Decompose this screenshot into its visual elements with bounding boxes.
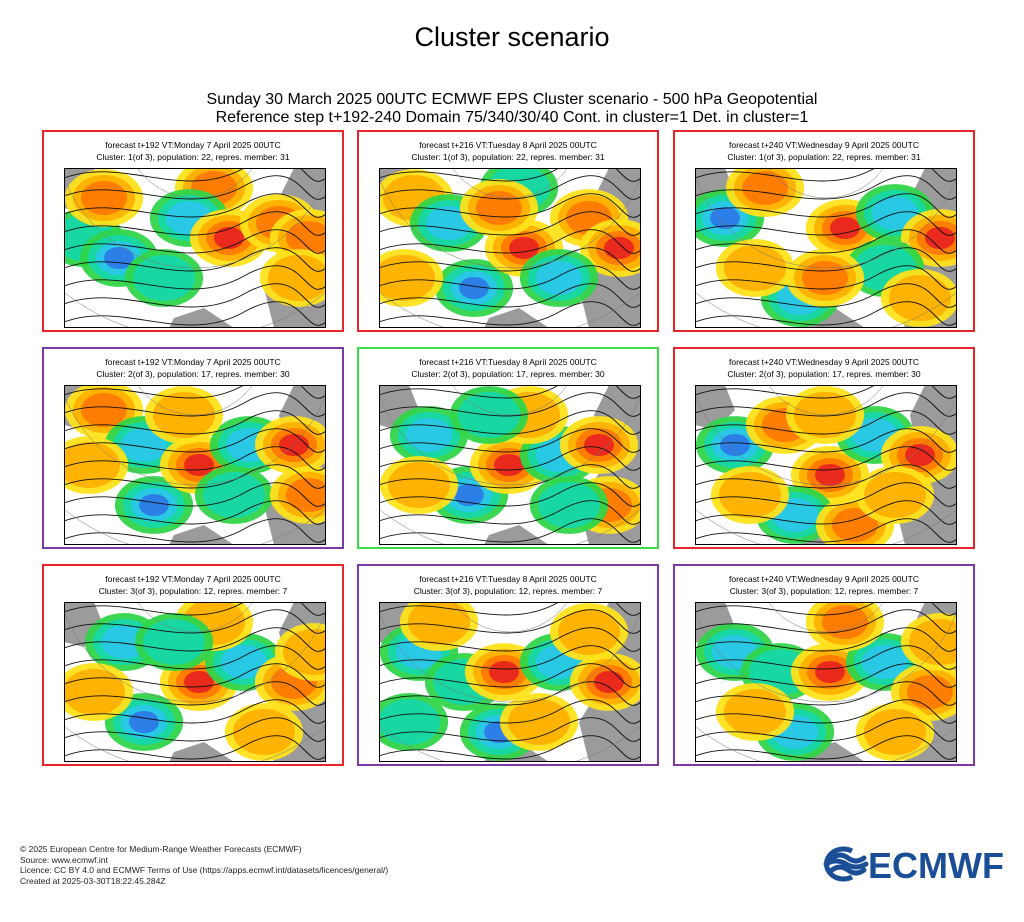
panel-forecast-time: forecast t+192 VT:Monday 7 April 2025 00… [105, 574, 281, 584]
chart-subtitle-line-1: Sunday 30 March 2025 00UTC ECMWF EPS Clu… [206, 91, 818, 108]
copyright-footer: © 2025 European Centre for Medium-Range … [20, 844, 388, 886]
ecmwf-logo: ECMWF [823, 845, 1004, 885]
page-title: Cluster scenario [414, 22, 610, 52]
panel-cluster-info: Cluster: 1(of 3), population: 22, repres… [96, 152, 290, 162]
panel-cluster-info: Cluster: 2(of 3), population: 17, repres… [411, 369, 605, 379]
geopotential-map [695, 168, 957, 328]
panel-forecast-time: forecast t+240 VT:Wednesday 9 April 2025… [728, 140, 920, 150]
geopotential-map [379, 602, 641, 762]
geopotential-map [695, 602, 957, 762]
panel-cluster-info: Cluster: 1(of 3), population: 22, repres… [411, 152, 605, 162]
ecmwf-logo-text: ECMWF [868, 845, 1004, 885]
licence-line: Licence: CC BY 4.0 and ECMWF Terms of Us… [20, 865, 389, 875]
geopotential-map [695, 385, 957, 545]
panel-cluster-info: Cluster: 2(of 3), population: 17, repres… [727, 369, 921, 379]
panel-cluster-info: Cluster: 2(of 3), population: 17, repres… [96, 369, 290, 379]
panel-cluster-info: Cluster: 3(of 3), population: 12, repres… [98, 586, 288, 596]
panel-forecast-time: forecast t+192 VT:Monday 7 April 2025 00… [105, 140, 281, 150]
panel-forecast-time: forecast t+216 VT:Tuesday 8 April 2025 0… [419, 574, 597, 584]
forecast-panel: forecast t+240 VT:Wednesday 9 April 2025… [673, 564, 975, 766]
forecast-panel: forecast t+240 VT:Wednesday 9 April 2025… [673, 130, 975, 332]
geopotential-map [379, 168, 641, 328]
geopotential-map [64, 602, 326, 762]
panel-forecast-time: forecast t+216 VT:Tuesday 8 April 2025 0… [419, 357, 597, 367]
geopotential-map [64, 168, 326, 328]
panel-cluster-info: Cluster: 3(of 3), population: 12, repres… [729, 586, 919, 596]
forecast-panel: forecast t+192 VT:Monday 7 April 2025 00… [42, 130, 344, 332]
forecast-panel: forecast t+216 VT:Tuesday 8 April 2025 0… [357, 564, 659, 766]
chart-subtitle-line-2: Reference step t+192-240 Domain 75/340/3… [215, 109, 809, 126]
panel-forecast-time: forecast t+240 VT:Wednesday 9 April 2025… [728, 357, 920, 367]
forecast-panel: forecast t+192 VT:Monday 7 April 2025 00… [42, 347, 344, 549]
forecast-panel: forecast t+240 VT:Wednesday 9 April 2025… [673, 347, 975, 549]
panel-forecast-time: forecast t+240 VT:Wednesday 9 April 2025… [728, 574, 920, 584]
panel-cluster-info: Cluster: 1(of 3), population: 22, repres… [727, 152, 921, 162]
geopotential-map [379, 385, 641, 545]
panel-cluster-info: Cluster: 3(of 3), population: 12, repres… [413, 586, 603, 596]
ecmwf-logo-mark [823, 846, 869, 882]
panel-forecast-time: forecast t+192 VT:Monday 7 April 2025 00… [105, 357, 281, 367]
geopotential-map [64, 385, 326, 545]
forecast-panel: forecast t+192 VT:Monday 7 April 2025 00… [42, 564, 344, 766]
forecast-panel: forecast t+216 VT:Tuesday 8 April 2025 0… [357, 347, 659, 549]
forecast-panel: forecast t+216 VT:Tuesday 8 April 2025 0… [357, 130, 659, 332]
panel-forecast-time: forecast t+216 VT:Tuesday 8 April 2025 0… [419, 140, 597, 150]
created-line: Created at 2025-03-30T18:22:45.284Z [20, 875, 166, 886]
copyright-line: © 2025 European Centre for Medium-Range … [20, 844, 302, 854]
source-line: Source: www.ecmwf.int [20, 854, 108, 865]
